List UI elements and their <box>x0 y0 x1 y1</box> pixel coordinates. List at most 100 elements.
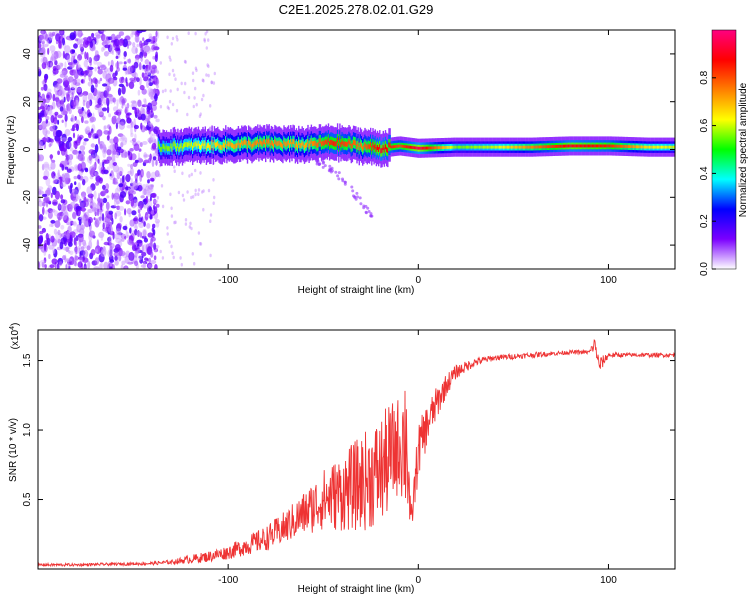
noise-cell <box>141 244 145 253</box>
noise-cell <box>42 56 48 64</box>
noise-cell <box>131 210 137 216</box>
noise-cell <box>159 249 162 254</box>
noise-cell <box>205 73 208 77</box>
signal-cell <box>543 145 545 149</box>
signal-cell <box>293 139 295 145</box>
signal-cell <box>473 145 476 149</box>
noise-cell <box>70 116 76 123</box>
noise-cell <box>38 188 42 196</box>
noise-cell <box>68 249 71 254</box>
spectrogram-y-label: Frequency (Hz) <box>6 116 17 185</box>
signal-cell <box>239 142 242 148</box>
signal-cell <box>577 144 579 148</box>
noise-cell <box>80 51 84 55</box>
noise-cell <box>43 83 48 92</box>
noise-cell <box>81 116 84 124</box>
signal-cell <box>336 137 339 143</box>
noise-cell <box>174 77 177 81</box>
noise-cell <box>87 216 93 224</box>
noise-cell <box>184 81 187 86</box>
noise-cell <box>111 192 114 200</box>
signal-cell <box>218 143 220 149</box>
noise-cell <box>154 264 158 269</box>
noise-cell <box>82 239 87 247</box>
noise-cell <box>142 37 145 42</box>
signal-cell <box>260 140 262 146</box>
signal-cell <box>252 142 254 148</box>
signal-cell <box>298 140 300 145</box>
signal-cell <box>188 140 190 146</box>
noise-cell <box>80 246 85 251</box>
noise-cell <box>212 201 215 205</box>
noise-cell <box>152 156 157 161</box>
signal-cell <box>646 145 648 149</box>
colorbar-tick-label: 0.2 <box>699 214 710 228</box>
signal-cell <box>497 145 500 149</box>
noise-cell <box>108 95 114 102</box>
noise-cell <box>139 84 145 91</box>
signal-cell <box>618 144 621 148</box>
branch-cell <box>358 196 362 200</box>
noise-cell <box>114 187 119 197</box>
signal-cell <box>599 144 601 148</box>
noise-cell <box>105 222 110 228</box>
signal-cell <box>166 146 169 152</box>
signal-cell <box>650 145 653 149</box>
noise-cell <box>113 38 120 47</box>
signal-cell <box>279 141 282 147</box>
noise-cell <box>105 210 109 214</box>
noise-cell <box>103 130 109 135</box>
signal-cell <box>557 144 559 148</box>
noise-cell <box>213 71 216 76</box>
signal-cell <box>241 139 243 145</box>
signal-cell <box>257 138 259 144</box>
signal-cell <box>533 145 535 149</box>
noise-cell <box>130 100 137 104</box>
signal-cell <box>388 142 390 148</box>
noise-cell <box>63 96 66 103</box>
noise-cell <box>99 143 103 150</box>
signal-cell <box>550 145 552 148</box>
branch-cell <box>323 164 327 168</box>
noise-cell <box>44 196 50 203</box>
signal-cell <box>251 144 253 149</box>
signal-cell <box>318 138 321 144</box>
noise-cell <box>109 259 115 263</box>
noise-cell <box>150 251 154 258</box>
signal-cell <box>492 145 494 149</box>
signal-cell <box>392 145 395 149</box>
noise-cell <box>124 208 127 216</box>
signal-cell <box>349 140 351 146</box>
signal-cell <box>464 145 467 149</box>
noise-cell <box>100 202 103 211</box>
noise-cell <box>94 67 97 72</box>
signal-cell <box>226 144 228 149</box>
signal-cell <box>193 142 195 148</box>
snr-x-label: Height of straight line (km) <box>298 584 415 595</box>
noise-cell <box>212 81 216 85</box>
noise-cell <box>161 204 165 209</box>
noise-cell <box>54 91 60 98</box>
noise-cell <box>57 62 63 70</box>
noise-cell <box>170 42 173 46</box>
noise-cell <box>142 229 147 237</box>
noise-cell <box>42 127 48 136</box>
signal-cell <box>584 144 586 148</box>
noise-cell <box>69 61 75 69</box>
noise-cell <box>94 78 98 85</box>
noise-cell <box>77 261 83 268</box>
noise-cell <box>65 246 69 253</box>
signal-cell <box>302 142 305 148</box>
noise-cell <box>41 261 45 268</box>
branch-cell <box>370 214 374 218</box>
signal-cell <box>416 146 419 150</box>
y-tick-label: -20 <box>22 190 33 205</box>
signal-cell <box>224 143 226 149</box>
colorbar-tick-label: 0.4 <box>699 166 710 180</box>
signal-cell <box>382 145 384 151</box>
signal-cell <box>277 140 279 146</box>
signal-cell <box>513 145 516 149</box>
noise-cell <box>183 90 186 95</box>
signal-cell <box>668 145 671 149</box>
noise-cell <box>164 88 167 93</box>
